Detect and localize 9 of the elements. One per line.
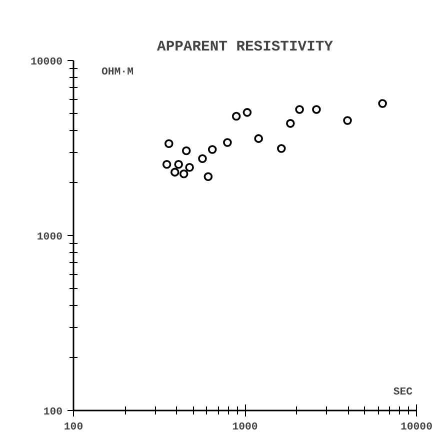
y-axis-title: OHM·M bbox=[102, 66, 134, 78]
y-tick-label: 10000 bbox=[30, 56, 63, 68]
y-tick-label: 1000 bbox=[36, 232, 63, 244]
y-tick-label: 100 bbox=[43, 406, 63, 418]
x-axis-title: SEC bbox=[393, 386, 414, 398]
chart-title: APPARENT RESISTIVITY bbox=[157, 40, 334, 56]
x-tick-label: 10000 bbox=[400, 422, 432, 434]
x-tick-label: 100 bbox=[64, 422, 84, 434]
x-tick-label: 1000 bbox=[232, 422, 258, 434]
